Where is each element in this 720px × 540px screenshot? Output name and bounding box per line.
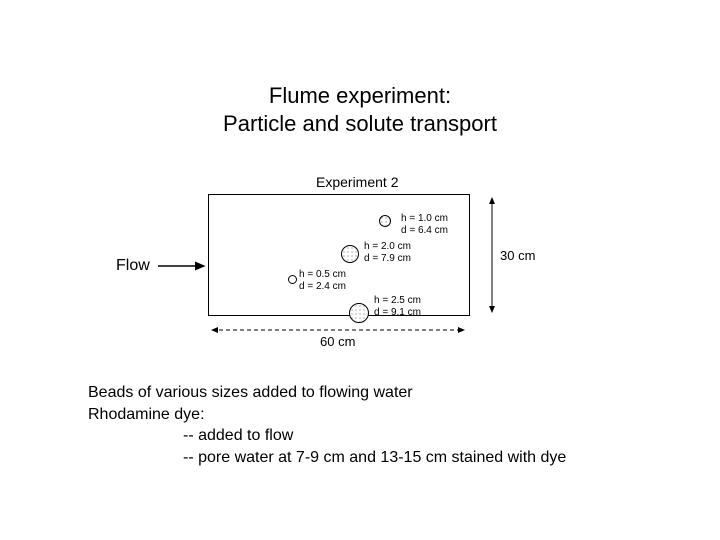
notes-block: Beads of various sizes added to flowing …	[88, 382, 566, 468]
note-line-4: -- pore water at 7-9 cm and 13-15 cm sta…	[88, 447, 566, 469]
note-line-1: Beads of various sizes added to flowing …	[88, 382, 566, 404]
note-line-2: Rhodamine dye:	[88, 404, 566, 426]
slide: Flume experiment: Particle and solute tr…	[0, 0, 720, 540]
flume-diagram: Experiment 2 h = 1.0 cmd = 6.4 cm h = 2.…	[208, 178, 548, 358]
height-label: 30 cm	[500, 248, 535, 263]
dimension-arrows	[208, 178, 548, 358]
note-line-3: -- added to flow	[88, 425, 566, 447]
width-label: 60 cm	[320, 334, 355, 349]
